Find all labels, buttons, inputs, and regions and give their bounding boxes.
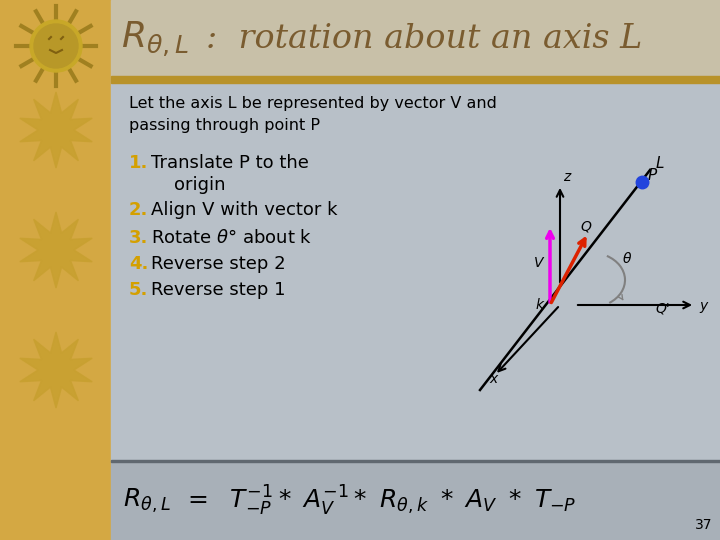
Text: z: z — [563, 170, 570, 184]
Text: 5.: 5. — [129, 281, 148, 299]
Text: L: L — [656, 156, 665, 171]
Text: Reverse step 2: Reverse step 2 — [151, 255, 286, 273]
Text: 4.: 4. — [129, 255, 148, 273]
Text: origin: origin — [151, 176, 225, 194]
Text: V: V — [534, 256, 544, 270]
Polygon shape — [20, 212, 92, 288]
Circle shape — [34, 24, 78, 68]
Text: $R_{\theta,L}$: $R_{\theta,L}$ — [123, 487, 171, 515]
Bar — [111, 76, 720, 83]
Text: θ: θ — [623, 252, 631, 266]
Text: Let the axis L be represented by vector V and: Let the axis L be represented by vector … — [129, 96, 497, 111]
Circle shape — [30, 20, 82, 72]
Text: :  rotation about an axis L: : rotation about an axis L — [206, 23, 642, 55]
Text: Reverse step 1: Reverse step 1 — [151, 281, 286, 299]
Text: Q': Q' — [655, 302, 670, 316]
Text: $R_{\theta,L}$: $R_{\theta,L}$ — [121, 19, 189, 59]
Text: y: y — [699, 299, 707, 313]
Polygon shape — [20, 92, 92, 168]
Bar — [111, 78, 720, 461]
Text: Rotate $\theta°$ about k: Rotate $\theta°$ about k — [151, 230, 312, 247]
Bar — [111, 461, 720, 540]
Text: 2.: 2. — [129, 201, 148, 219]
Text: Translate P to the: Translate P to the — [151, 154, 309, 172]
Text: passing through point P: passing through point P — [129, 118, 320, 133]
Bar — [0, 0, 111, 540]
Text: Align V with vector k: Align V with vector k — [151, 201, 338, 219]
Text: $= \ \ T_{-P}^{-1} * \ A_{V}^{-1} * \ R_{\theta,k} \ * \ A_{V} \ * \ T_{-P}$: $= \ \ T_{-P}^{-1} * \ A_{V}^{-1} * \ R_… — [183, 483, 577, 518]
Polygon shape — [20, 332, 92, 408]
Bar — [111, 0, 720, 78]
Text: 1.: 1. — [129, 154, 148, 172]
Text: 3.: 3. — [129, 230, 148, 247]
Bar — [111, 460, 720, 462]
Text: 37: 37 — [695, 518, 712, 532]
Text: P: P — [648, 168, 657, 183]
Text: Q: Q — [580, 219, 591, 233]
Text: k: k — [536, 298, 544, 312]
Text: x: x — [489, 372, 498, 386]
